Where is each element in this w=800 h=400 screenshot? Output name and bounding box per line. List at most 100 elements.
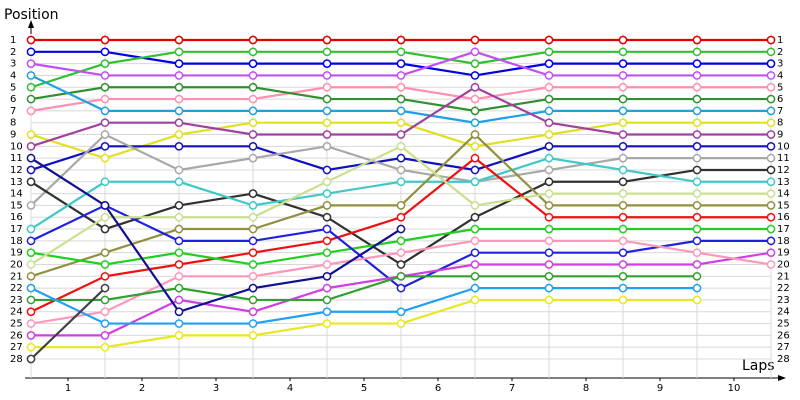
y-tick-label: 22 (10, 283, 23, 294)
y-tick-label-right: 23 (777, 295, 790, 306)
lap-point (26, 59, 36, 68)
lap-point (396, 248, 406, 258)
lap-point (174, 94, 184, 104)
lap-point (396, 118, 406, 128)
lap-point (26, 354, 36, 364)
lap-point (396, 212, 406, 222)
lap-point (248, 331, 258, 340)
lap-point (544, 201, 554, 210)
lap-point (26, 236, 36, 246)
lap-point (100, 201, 110, 210)
lap-point (766, 224, 776, 234)
y-tick-label: 26 (10, 330, 23, 341)
lap-point (248, 94, 258, 104)
lap-point (618, 59, 628, 68)
lap-point (26, 248, 36, 258)
x-axis-arrow (778, 375, 786, 381)
lap-point (322, 248, 332, 258)
lap-point (100, 35, 110, 45)
lap-point (26, 47, 36, 57)
x-tick-label: 7 (509, 383, 515, 394)
lap-point (248, 35, 258, 45)
y-tick-label: 9 (10, 130, 16, 141)
lap-point (618, 153, 628, 163)
lap-point (248, 319, 258, 328)
lap-point (248, 82, 258, 92)
lap-point (26, 271, 36, 281)
lap-point (248, 71, 258, 80)
lap-point (174, 141, 184, 151)
lap-point (618, 118, 628, 128)
lap-point (174, 319, 184, 328)
lap-point (544, 177, 554, 187)
lap-point (766, 35, 776, 45)
lap-point (470, 82, 480, 92)
lap-point (766, 165, 776, 175)
series-line (30, 157, 402, 314)
lap-point (174, 295, 184, 305)
lap-point (248, 283, 258, 293)
lap-point (26, 71, 36, 80)
lap-point (470, 35, 480, 45)
lap-point (470, 295, 480, 305)
series-line (31, 275, 697, 302)
lap-point (322, 59, 332, 68)
y-tick-label: 28 (10, 354, 23, 365)
lap-point (26, 94, 36, 104)
lap-point (766, 177, 776, 187)
lap-point (692, 71, 702, 80)
lap-point (100, 141, 110, 151)
lap-point (322, 82, 332, 92)
lap-point (692, 189, 702, 198)
y-tick-label-right: 10 (777, 141, 790, 152)
lap-point (544, 236, 554, 246)
lap-point (396, 141, 406, 151)
lap-point (544, 165, 554, 175)
y-tick-label-right: 16 (777, 212, 790, 223)
y-tick-label-right: 20 (777, 259, 790, 270)
lap-point (322, 118, 332, 128)
lap-point (618, 224, 628, 234)
y-tick-label-right: 9 (777, 130, 783, 141)
y-axis-arrow (28, 20, 34, 28)
lap-point (248, 201, 258, 210)
x-axis-title: Laps (742, 358, 775, 374)
lap-point (322, 165, 332, 175)
lap-point (692, 130, 702, 139)
lap-point (544, 106, 554, 116)
lap-point (766, 260, 776, 269)
lap-point (766, 59, 776, 68)
lap-point (322, 35, 332, 45)
lap-point (618, 236, 628, 246)
y-tick-label: 3 (10, 59, 16, 70)
y-tick-label: 8 (10, 118, 16, 129)
y-tick-label-right: 12 (777, 165, 790, 176)
lap-point (100, 295, 110, 305)
lap-point (396, 236, 406, 246)
lap-point (618, 71, 628, 80)
lap-point (396, 177, 406, 187)
lap-point (396, 224, 406, 234)
lap-point (322, 307, 332, 317)
lap-point (470, 165, 480, 175)
y-tick-label-right: 27 (777, 342, 790, 353)
lap-point (544, 130, 554, 139)
y-tick-label: 27 (10, 342, 23, 353)
lap-point (248, 307, 258, 317)
y-tick-label: 7 (10, 106, 16, 117)
lap-point (26, 141, 36, 151)
y-tick-label-right: 6 (777, 94, 783, 105)
lap-point (322, 260, 332, 269)
y-tick-label-right: 24 (777, 307, 790, 318)
lap-point (692, 82, 702, 92)
lap-point (248, 130, 258, 139)
lap-point (100, 331, 110, 340)
lap-point (26, 177, 36, 187)
lap-point (322, 319, 332, 328)
lap-point (26, 153, 36, 163)
lap-point (766, 248, 776, 258)
y-tick-label-right: 3 (777, 59, 783, 70)
lap-point (618, 295, 628, 305)
y-tick-label-right: 8 (777, 118, 783, 129)
lap-point (396, 201, 406, 210)
